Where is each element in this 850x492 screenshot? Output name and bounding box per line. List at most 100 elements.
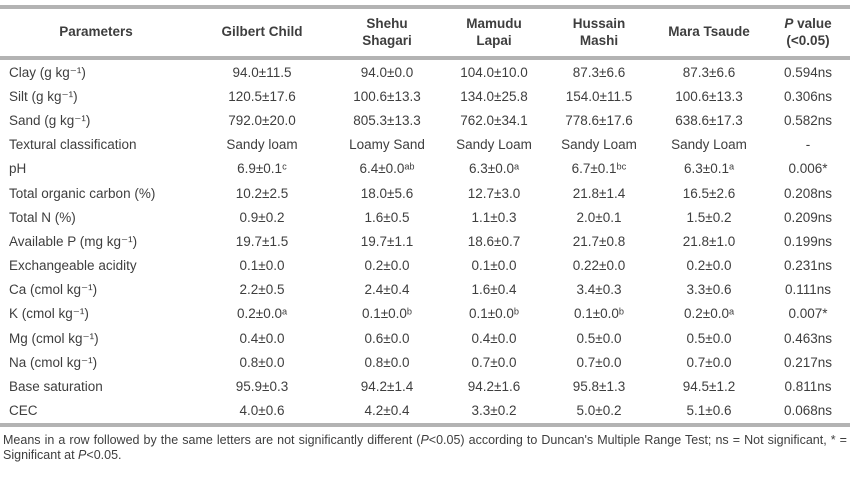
value-cell: 0.6±0.0 [364,330,410,346]
value-cell: 0.231ns [783,258,833,274]
text: <0.05) according to Duncan's Multiple Ra… [3,432,847,463]
value-cell: 0.1±0.0ᵇ [468,306,520,322]
value-cell: 0.2±0.0 [364,258,410,274]
value-cell: 6.7±0.1ᵇᶜ [571,161,627,177]
table-row: Total N (%) 0.9±0.2 1.6±0.5 1.1±0.3 2.0±0.1 1… [0,205,850,229]
parameter-cell: Available P (mg kg⁻¹) [9,233,138,249]
value-cell: 5.1±0.6 [686,403,732,419]
value-cell: 0.2±0.0ᵃ [237,306,287,322]
value-cell: 18.0±5.6 [360,185,414,201]
text: Shagari [362,32,412,48]
table-row: Total organic carbon (%) 10.2±2.5 18.0±5.6… [0,181,850,205]
parameter-cell: CEC [9,403,38,419]
value-cell: 0.1±0.0ᵇ [361,306,413,322]
value-cell: 0.111ns [784,282,832,298]
text: (<0.05) [786,32,830,48]
value-cell: 3.3±0.2 [471,403,517,419]
table-row: Available P (mg kg⁻¹) 19.7±1.5 19.7±1.1 18.… [0,229,850,253]
value-cell: 6.4±0.0ᵃᵇ [359,161,415,177]
value-cell: 100.6±13.3 [675,88,743,104]
text: value [793,16,832,31]
parameter-cell: Textural classification [9,137,137,153]
parameter-cell: Silt (g kg⁻¹) [9,88,78,104]
value-cell: 134.0±25.8 [460,88,528,104]
parameter-cell: Na (cmol kg⁻¹) [9,354,98,370]
value-cell: 0.8±0.0 [364,354,410,370]
table-row: K (cmol kg⁻¹) 0.2±0.0ᵃ 0.1±0.0ᵇ 0.1±0.0ᵇ 0.1… [0,302,850,326]
parameter-cell: Base saturation [9,379,103,395]
value-cell: 0.007* [788,306,828,322]
text: Lapai [476,32,512,48]
value-cell: 21.8±1.0 [682,233,736,249]
value-cell: 0.594ns [783,64,833,80]
value-cell: 2.0±0.1 [576,209,622,225]
text: Shehu [366,16,408,31]
italic-text: P [420,432,429,447]
value-cell: 87.3±6.6 [572,64,626,80]
parameter-cell: K (cmol kg⁻¹) [9,306,89,322]
value-cell: 0.7±0.0 [686,354,732,370]
value-cell: 10.2±2.5 [235,185,289,201]
table-row: Silt (g kg⁻¹) 120.5±17.6 100.6±13.3 134.0±2… [0,84,850,108]
value-cell: 2.2±0.5 [239,282,285,298]
value-cell: 2.4±0.4 [364,282,410,298]
column-header-p-value: P value (<0.05) [766,7,850,58]
value-cell: 0.7±0.0 [576,354,622,370]
value-cell: 94.2±1.4 [360,379,414,395]
table-row: Clay (g kg⁻¹) 94.0±11.5 94.0±0.0 104.0±10.0… [0,58,850,84]
italic-text: P [784,16,794,31]
value-cell: 0.2±0.0 [686,258,732,274]
parameter-cell: Total organic carbon (%) [9,185,156,201]
value-cell: 3.3±0.6 [686,282,732,298]
value-cell: 805.3±13.3 [353,112,421,128]
value-cell: 4.0±0.6 [239,403,285,419]
parameter-cell: Mg (cmol kg⁻¹) [9,330,99,346]
value-cell: 21.8±1.4 [572,185,626,201]
column-header-hussain-mashi: Hussain Mashi [546,7,652,58]
parameter-cell: Clay (g kg⁻¹) [9,64,86,80]
value-cell: 0.209ns [783,209,833,225]
column-header-mamudu-lapai: Mamudu Lapai [442,7,546,58]
value-cell: 0.4±0.0 [239,330,285,346]
table-row: Textural classification Sandy loam Loamy S… [0,133,850,157]
value-cell: 87.3±6.6 [682,64,736,80]
soil-properties-table: Parameters Gilbert Child Shehu Shagari Mamud… [0,5,850,427]
value-cell: 0.306ns [783,88,833,104]
value-cell: 3.4±0.3 [576,282,622,298]
value-cell: 0.9±0.2 [239,209,285,225]
value-cell: 0.199ns [783,233,833,249]
value-cell: 778.6±17.6 [565,112,633,128]
value-cell: - [805,137,811,153]
text: <0.05. [86,448,122,463]
text: Hussain [572,16,626,31]
value-cell: 0.1±0.0ᵇ [573,306,625,322]
value-cell: 19.7±1.5 [235,233,289,249]
table-row: Na (cmol kg⁻¹) 0.8±0.0 0.8±0.0 0.7±0.0 0.7±0… [0,350,850,374]
value-cell: 95.8±1.3 [572,379,626,395]
value-cell: 104.0±10.0 [460,64,528,80]
value-cell: 94.0±11.5 [232,64,292,80]
column-header-gilbert-child: Gilbert Child [192,7,332,58]
parameter-cell: Ca (cmol kg⁻¹) [9,282,98,298]
column-header-parameters: Parameters [0,7,192,58]
value-cell: 100.6±13.3 [353,88,421,104]
value-cell: 6.3±0.1ᵃ [684,161,734,177]
value-cell: 0.463ns [783,330,833,346]
value-cell: 0.006* [788,161,828,177]
text: Mamudu [466,16,522,31]
value-cell: 0.2±0.0ᵃ [684,306,734,322]
value-cell: Sandy Loam [671,137,747,153]
parameter-cell: Exchangeable acidity [9,258,137,274]
value-cell: 1.6±0.4 [471,282,517,298]
table-row: Base saturation 95.9±0.3 94.2±1.4 94.2±1.6 9… [0,374,850,398]
table-header: Parameters Gilbert Child Shehu Shagari Mamud… [0,7,850,58]
value-cell: Sandy loam [226,137,298,153]
value-cell: 0.811ns [784,379,832,395]
value-cell: 1.1±0.3 [471,209,517,225]
value-cell: Sandy Loam [561,137,637,153]
value-cell: 4.2±0.4 [364,403,410,419]
value-cell: 638.6±17.3 [675,112,743,128]
value-cell: 154.0±11.5 [565,88,633,104]
value-cell: 21.7±0.8 [572,233,626,249]
value-cell: 16.5±2.6 [682,185,736,201]
